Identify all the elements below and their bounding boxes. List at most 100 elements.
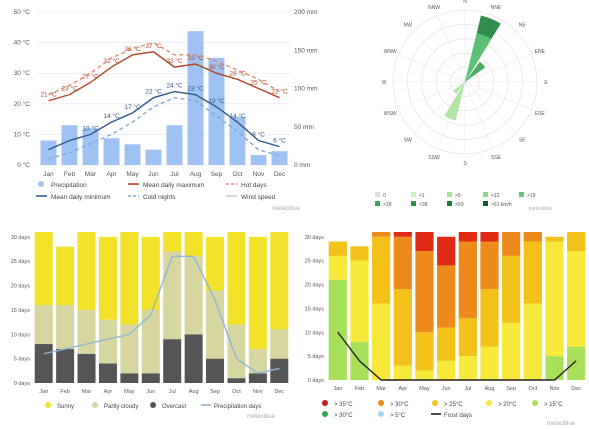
- y2-tick-label: 50 mm: [294, 124, 314, 131]
- y-tick-label: 20 days: [11, 284, 31, 290]
- direction-label: ESE: [535, 111, 546, 117]
- direction-label: NNE: [491, 5, 502, 11]
- stack-segment: [248, 236, 267, 349]
- legend-label: Partly cloudy: [104, 404, 138, 410]
- x-tick-label: Oct: [529, 386, 538, 392]
- data-label: 37 °C: [145, 42, 162, 50]
- stack-segment: [480, 289, 499, 347]
- legend-label: 0: [383, 193, 386, 199]
- spoke: [464, 81, 493, 149]
- wind-sector: [465, 32, 492, 82]
- precip-bar: [250, 155, 267, 165]
- max-temperature-svg: 0 days 5 days 10 days 15 days 20 days 25 days…: [305, 232, 586, 427]
- stack-segment: [120, 373, 139, 383]
- direction-label: WSW: [384, 111, 397, 117]
- stack-segment: [227, 232, 246, 325]
- legend-label: Cold nights: [143, 194, 176, 201]
- climate-chart: 0 °C 10 °C 20 °C 30 °C 40 °C 50 °C 0 mm 50 mm 10…: [0, 0, 330, 215]
- direction-label: SSE: [491, 155, 502, 161]
- stack-segment: [98, 236, 117, 320]
- x-tick-label: Nov: [550, 386, 560, 392]
- legend-swatch: [45, 402, 51, 408]
- stack-segment: [270, 329, 289, 359]
- x-tick-label: Sep: [506, 386, 516, 392]
- legend-label: >28: [383, 202, 392, 208]
- legend-swatch: [92, 402, 98, 408]
- watermark: meteoblue: [529, 206, 553, 212]
- legend-swatch: [150, 402, 156, 408]
- x-tick-label: Oct: [232, 389, 241, 395]
- stack-segment: [34, 232, 53, 306]
- y-tick-label: 15 days: [305, 306, 325, 312]
- x-tick-label: Jan: [43, 171, 54, 178]
- watermark: meteoblue: [272, 206, 301, 212]
- data-label: 8 °C: [252, 131, 265, 139]
- direction-label: NW: [404, 23, 413, 29]
- direction-label: SE: [519, 137, 526, 143]
- stack-segment: [480, 232, 499, 242]
- stack-segment: [372, 303, 391, 380]
- stack-segment: [227, 378, 246, 383]
- x-tick-label: May: [124, 389, 135, 395]
- series-line: [48, 51, 280, 102]
- watermark: meteoblue: [547, 421, 576, 427]
- x-tick-label: Jul: [464, 386, 471, 392]
- spoke: [464, 81, 532, 110]
- legend-label: Wind speed: [241, 194, 276, 201]
- series-line: [48, 90, 280, 151]
- y-tick-label: 10 °C: [14, 130, 31, 138]
- stack-segment: [350, 246, 369, 261]
- stack-segment: [502, 322, 521, 380]
- stack-segment: [206, 290, 225, 359]
- y2-tick-label: 0 mm: [294, 162, 310, 169]
- x-tick-label: Mar: [82, 389, 92, 395]
- direction-label: W: [382, 80, 387, 86]
- stack-segment: [567, 251, 586, 347]
- x-tick-label: Jul: [169, 389, 176, 395]
- stack-segment: [34, 305, 53, 345]
- stack-segment: [502, 255, 521, 323]
- data-label: 14 °C: [229, 112, 246, 120]
- x-tick-label: Sep: [210, 389, 220, 395]
- legend-swatch: [378, 400, 384, 406]
- stack-segment: [480, 241, 499, 290]
- precip-bar: [61, 125, 78, 165]
- legend-swatch: [447, 192, 452, 197]
- spoke: [464, 81, 517, 134]
- stack-segment: [437, 360, 456, 380]
- wind-sector: [453, 82, 465, 94]
- stack-segment: [545, 241, 564, 357]
- stack-segment: [567, 346, 586, 380]
- direction-label: NNW: [428, 5, 440, 11]
- stack-segment: [393, 236, 412, 290]
- legend-label: Sunny: [57, 404, 74, 410]
- precip-bar: [124, 144, 141, 165]
- stack-segment: [98, 363, 117, 383]
- overlay-line: [43, 255, 280, 375]
- watermark: meteoblue: [247, 414, 276, 420]
- y2-tick-label: 100 mm: [294, 86, 317, 93]
- legend-swatch: [411, 201, 416, 206]
- x-tick-label: May: [419, 386, 430, 392]
- legend-label: >38: [419, 202, 428, 208]
- x-tick-label: Feb: [64, 171, 76, 178]
- data-label: 33 °C: [187, 54, 204, 62]
- data-label: 30 °C: [208, 63, 225, 71]
- legend-label: Hot days: [241, 182, 267, 189]
- stack-segment: [34, 344, 53, 383]
- stack-segment: [141, 373, 160, 383]
- overlay-line: [337, 331, 577, 381]
- stack-segment: [98, 319, 117, 364]
- precip-bar: [208, 57, 225, 165]
- x-tick-label: Feb: [355, 386, 364, 392]
- stack-segment: [56, 348, 75, 383]
- legend-swatch: [483, 201, 488, 206]
- precip-bar: [103, 138, 120, 165]
- legend-label: > 5°C: [390, 413, 406, 419]
- data-label: 27 °C: [82, 72, 99, 80]
- cloud-cover-chart: 0 days 5 days 10 days 15 days 20 days 25 days…: [0, 222, 295, 429]
- x-tick-label: Nov: [253, 389, 263, 395]
- series-line: [48, 41, 280, 96]
- x-tick-label: Jan: [39, 389, 48, 395]
- direction-label: ENE: [535, 49, 546, 55]
